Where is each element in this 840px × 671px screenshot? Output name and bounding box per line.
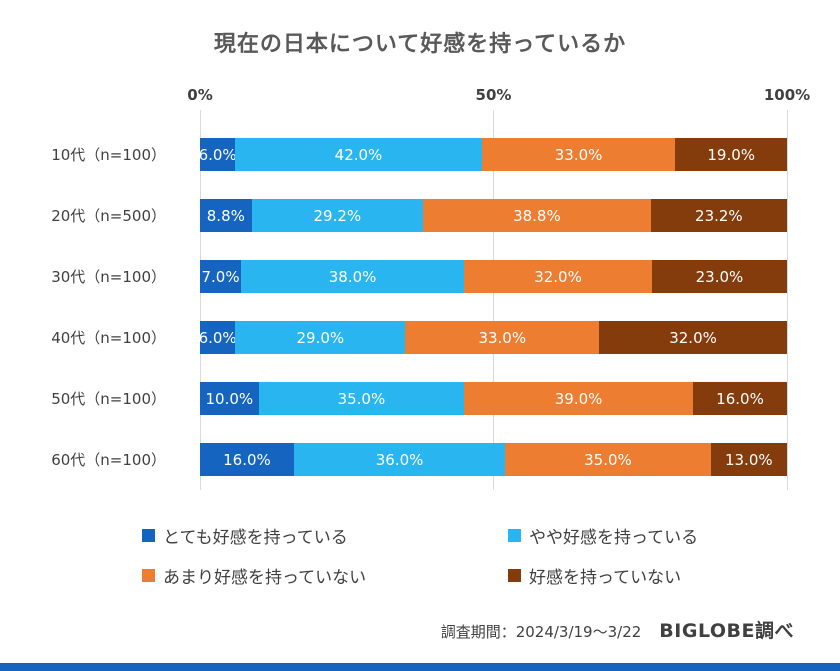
category-label: 50代（n=100） — [51, 390, 166, 408]
bar-segment: 7.0% — [200, 260, 242, 293]
bar-segment: 29.2% — [251, 199, 424, 232]
chart-row: 30代（n=100） 7.0% 38.0% 32.0% 23.0% — [0, 246, 840, 307]
bar-segment: 19.0% — [675, 138, 787, 171]
bar-value-label: 35.0% — [584, 450, 632, 469]
bar-segment: 33.0% — [481, 138, 676, 171]
bar-value-label: 13.0% — [724, 450, 773, 469]
bar-value-label: 33.0% — [554, 145, 603, 164]
bar-segment: 8.8% — [200, 199, 252, 232]
category-label: 60代（n=100） — [51, 451, 166, 469]
legend-label: とても好感を持っている — [163, 528, 348, 548]
chart-row: 20代（n=500） 8.8% 29.2% 38.8% 23.2% — [0, 185, 840, 246]
chart-title: 現在の日本について好感を持っているか — [213, 32, 627, 57]
bar-segment: 32.0% — [599, 321, 787, 354]
bar-segment: 35.0% — [258, 382, 465, 415]
bar-segment: 23.0% — [651, 260, 787, 293]
bar-segment: 16.0% — [693, 382, 787, 415]
category-label: 40代（n=100） — [51, 329, 166, 347]
legend-item: とても好感を持っている — [142, 523, 508, 548]
bar-track: 6.0% 29.0% 33.0% 32.0% — [198, 321, 787, 354]
x-axis-tick: 50% — [475, 86, 512, 104]
x-axis: 0% 50% 100% — [187, 86, 810, 112]
bar-track: 10.0% 35.0% 39.0% 16.0% — [200, 382, 787, 415]
bar-segment: 6.0% — [198, 138, 237, 171]
bar-value-label: 29.2% — [313, 206, 362, 225]
chart-row: 40代（n=100） 6.0% 29.0% 33.0% 32.0% — [0, 307, 840, 368]
bar-segment: 23.2% — [650, 199, 787, 232]
bar-value-label: 38.0% — [328, 267, 377, 286]
bar-segment: 38.8% — [423, 199, 651, 232]
bar-segment: 38.0% — [241, 260, 465, 293]
bar-value-label: 23.0% — [695, 267, 744, 286]
legend-item: 好感を持っていない — [508, 563, 840, 588]
chart-row: 60代（n=100） 16.0% 36.0% 35.0% 13.0% — [0, 429, 840, 490]
legend-swatch — [142, 529, 155, 542]
bar-track: 6.0% 42.0% 33.0% 19.0% — [198, 138, 787, 171]
chart-row: 10代（n=100） 6.0% 42.0% 33.0% 19.0% — [0, 124, 840, 185]
bar-segment: 33.0% — [405, 321, 600, 354]
source-credit-text: BIGLOBE調べ — [659, 620, 794, 642]
x-axis-tick: 0% — [187, 86, 213, 104]
bar-value-label: 6.0% — [198, 145, 237, 164]
bottom-accent-bar — [0, 663, 840, 671]
bar-segment: 29.0% — [235, 321, 406, 354]
bar-value-label: 36.0% — [375, 450, 424, 469]
bar-value-label: 33.0% — [478, 328, 527, 347]
bar-segment: 32.0% — [464, 260, 652, 293]
chart-body: 10代（n=100） 6.0% 42.0% 33.0% 19.0% 20代（n=500） 8… — [0, 110, 840, 490]
legend-label: 好感を持っていない — [529, 568, 682, 588]
bar-value-label: 8.8% — [206, 206, 245, 225]
bar-segment: 10.0% — [200, 382, 259, 415]
chart-legend: とても好感を持っている やや好感を持っているあまり好感を持っていない 好感を持ってい… — [142, 523, 840, 588]
x-axis-tick: 100% — [763, 86, 811, 104]
bar-track: 8.8% 29.2% 38.8% 23.2% — [200, 199, 787, 232]
category-label: 20代（n=500） — [51, 207, 166, 225]
bar-segment: 13.0% — [710, 443, 787, 476]
bar-value-label: 10.0% — [205, 389, 254, 408]
bar-value-label: 32.0% — [534, 267, 582, 286]
survey-period-text: 調査期間：2024/3/19～3/22 — [440, 623, 642, 641]
bar-value-label: 29.0% — [296, 328, 345, 347]
legend-item: あまり好感を持っていない — [142, 563, 508, 588]
bar-segment: 16.0% — [200, 443, 294, 476]
bar-value-label: 16.0% — [716, 389, 764, 408]
chart-row: 50代（n=100） 10.0% 35.0% 39.0% 16.0% — [0, 368, 840, 429]
chart-rows: 10代（n=100） 6.0% 42.0% 33.0% 19.0% 20代（n=500） 8… — [0, 124, 840, 490]
legend-label: あまり好感を持っていない — [163, 568, 367, 588]
bar-value-label: 16.0% — [223, 450, 271, 469]
footer: 調査期間：2024/3/19～3/22 BIGLOBE調べ — [441, 616, 794, 643]
bar-value-label: 32.0% — [669, 328, 717, 347]
legend-swatch — [142, 569, 155, 582]
bar-track: 16.0% 36.0% 35.0% 13.0% — [200, 443, 787, 476]
stacked-bar-chart: 0% 50% 100% 10代（n=100） 6.0% 42.0% 33.0% 19.0% 2… — [0, 86, 840, 490]
bar-value-label: 7.0% — [201, 267, 240, 286]
bar-value-label: 42.0% — [334, 145, 383, 164]
bar-value-label: 39.0% — [554, 389, 603, 408]
legend-swatch — [508, 529, 521, 542]
bar-segment: 35.0% — [505, 443, 711, 476]
bar-segment: 36.0% — [293, 443, 506, 476]
bar-segment: 6.0% — [198, 321, 237, 354]
category-label: 10代（n=100） — [51, 146, 166, 164]
bar-value-label: 6.0% — [198, 328, 237, 347]
bar-value-label: 23.2% — [695, 206, 743, 225]
bar-segment: 42.0% — [235, 138, 482, 171]
bar-value-label: 35.0% — [337, 389, 386, 408]
legend-label: やや好感を持っている — [529, 528, 699, 548]
bar-track: 7.0% 38.0% 32.0% 23.0% — [200, 260, 787, 293]
category-label: 30代（n=100） — [51, 268, 166, 286]
legend-item: やや好感を持っている — [508, 523, 840, 548]
legend-swatch — [508, 569, 521, 582]
bar-value-label: 38.8% — [513, 206, 561, 225]
bar-segment: 39.0% — [464, 382, 694, 415]
bar-value-label: 19.0% — [707, 145, 756, 164]
